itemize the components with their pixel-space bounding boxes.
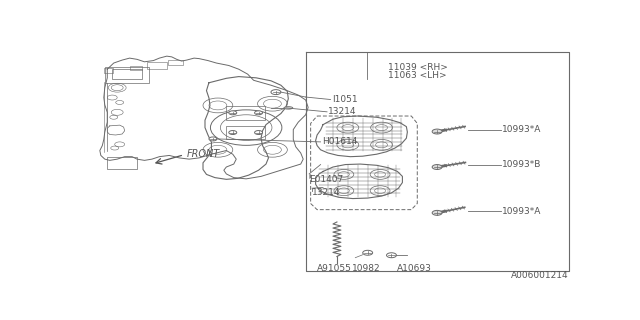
Circle shape [432,129,442,134]
Bar [168,60,183,65]
Circle shape [271,90,281,95]
Text: E01407: E01407 [309,175,344,184]
Bar [104,68,113,73]
Circle shape [229,111,237,115]
Circle shape [209,137,217,141]
Circle shape [255,131,262,134]
Text: 10993*A: 10993*A [502,125,541,134]
Circle shape [363,250,372,255]
Text: 10982: 10982 [353,264,381,273]
Bar [147,62,167,69]
Bar [112,69,142,79]
Bar [129,66,142,70]
Text: 11063 <LH>: 11063 <LH> [388,71,446,80]
Circle shape [432,210,442,215]
Text: 10993*A: 10993*A [502,207,541,216]
Bar [227,126,265,140]
Text: A10693: A10693 [396,264,431,273]
Text: 13214: 13214 [328,107,356,116]
Text: FRONT: FRONT [187,149,220,159]
Text: A006001214: A006001214 [511,271,568,280]
Bar [105,67,150,83]
Circle shape [432,164,442,170]
Text: H01614: H01614 [322,137,357,146]
Circle shape [387,253,396,258]
Ellipse shape [284,107,292,109]
Bar [227,106,265,120]
Text: 11039 <RH>: 11039 <RH> [388,63,447,72]
Text: 10993*B: 10993*B [502,160,541,169]
Text: I1051: I1051 [332,95,358,104]
Circle shape [229,131,237,134]
Text: 13214: 13214 [312,188,340,197]
Text: A91055: A91055 [317,264,351,273]
Bar [108,157,137,169]
Circle shape [255,111,262,115]
